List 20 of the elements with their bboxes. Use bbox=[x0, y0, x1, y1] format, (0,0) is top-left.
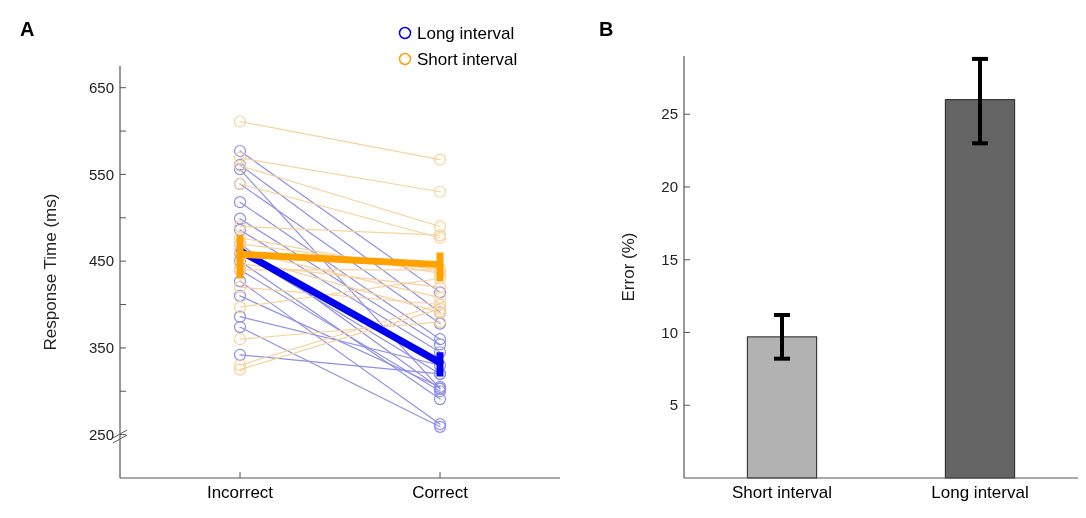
y-tick-label: 20 bbox=[661, 178, 678, 196]
y-tick-label: 350 bbox=[88, 339, 114, 357]
y-tick-label: 450 bbox=[88, 252, 114, 270]
chart-title: B bbox=[599, 18, 614, 40]
chart-title: A bbox=[20, 18, 35, 40]
x-tick-label: Correct bbox=[412, 483, 469, 502]
x-tick-label: Long interval bbox=[931, 483, 1029, 502]
x-tick-label: Short interval bbox=[731, 483, 833, 502]
y-tick-label: 550 bbox=[88, 165, 114, 183]
y-tick-label: 15 bbox=[661, 250, 678, 268]
y-tick-label: 25 bbox=[661, 105, 678, 123]
y-axis-title: Response Time (ms) bbox=[41, 193, 60, 351]
y-axis-title: Error (%) bbox=[619, 232, 638, 302]
x-tick-label: Incorrect bbox=[206, 483, 274, 502]
y-tick-label: 5 bbox=[669, 396, 678, 414]
y-tick-label: 250 bbox=[88, 425, 114, 443]
legend-label: Long interval bbox=[417, 23, 515, 43]
y-tick-label: 650 bbox=[88, 78, 114, 96]
y-tick-label: 10 bbox=[661, 323, 678, 341]
legend-label: Short interval bbox=[417, 49, 518, 69]
